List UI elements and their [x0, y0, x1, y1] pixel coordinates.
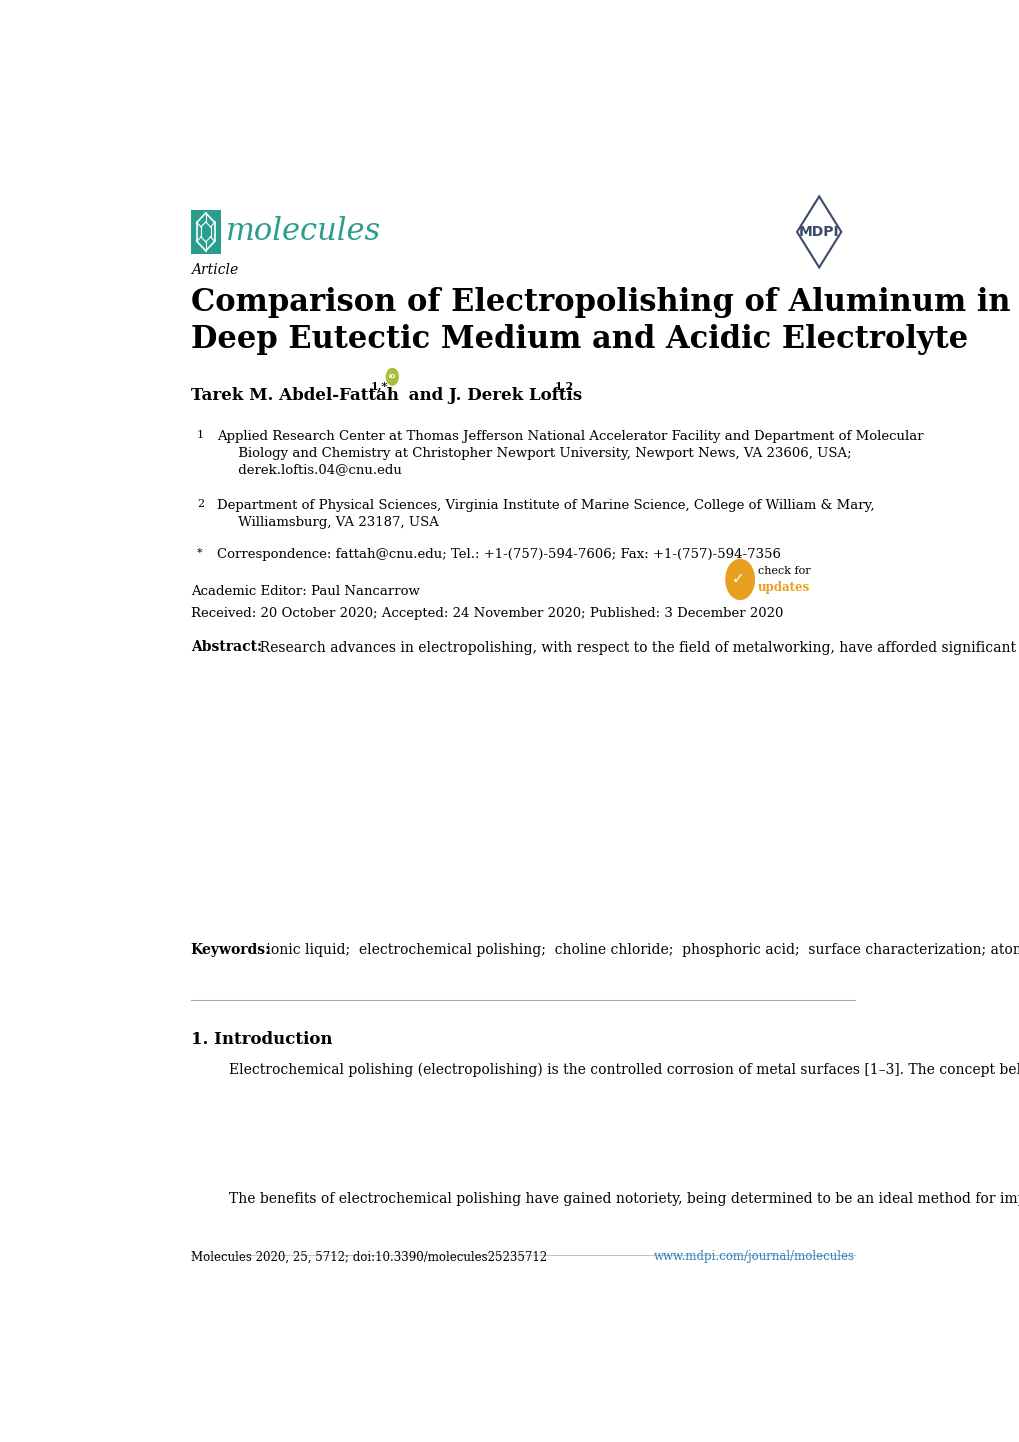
Text: Correspondence: fattah@cnu.edu; Tel.: +1-(757)-594-7606; Fax: +1-(757)-594-7356: Correspondence: fattah@cnu.edu; Tel.: +1…: [217, 548, 781, 561]
Text: Applied Research Center at Thomas Jefferson National Accelerator Facility and De: Applied Research Center at Thomas Jeffer…: [217, 430, 922, 476]
FancyBboxPatch shape: [191, 209, 220, 254]
Text: Keywords:: Keywords:: [191, 943, 271, 956]
Text: Molecules 2020, 25, 5712; doi:10.3390/molecules25235712: Molecules 2020, 25, 5712; doi:10.3390/mo…: [191, 1250, 546, 1263]
Circle shape: [726, 559, 754, 600]
Text: 1: 1: [197, 430, 204, 440]
Text: Comparison of Electropolishing of Aluminum in a
Deep Eutectic Medium and Acidic : Comparison of Electropolishing of Alumin…: [191, 287, 1019, 355]
Text: Research advances in electropolishing, with respect to the field of metalworking: Research advances in electropolishing, w…: [251, 640, 1019, 655]
Text: Article: Article: [191, 262, 237, 277]
Text: ionic liquid;  electrochemical polishing;  choline chloride;  phosphoric acid;  : ionic liquid; electrochemical polishing;…: [262, 943, 1019, 956]
Text: Received: 20 October 2020; Accepted: 24 November 2020; Published: 3 December 202: Received: 20 October 2020; Accepted: 24 …: [191, 607, 783, 620]
Text: MDPI: MDPI: [798, 225, 839, 239]
Text: Abstract:: Abstract:: [191, 640, 262, 655]
Text: www.mdpi.com/journal/molecules: www.mdpi.com/journal/molecules: [653, 1250, 854, 1263]
Text: Department of Physical Sciences, Virginia Institute of Marine Science, College o: Department of Physical Sciences, Virgini…: [217, 499, 873, 529]
Text: check for: check for: [757, 565, 809, 575]
Text: Tarek M. Abdel-Fattah: Tarek M. Abdel-Fattah: [191, 388, 404, 404]
Text: iD: iD: [388, 375, 395, 379]
Text: 1,2: 1,2: [554, 381, 573, 392]
Text: Electrochemical polishing (electropolishing) is the controlled corrosion of meta: Electrochemical polishing (electropolish…: [228, 1063, 1019, 1077]
Text: updates: updates: [757, 581, 809, 594]
Text: 1,*: 1,*: [371, 381, 388, 392]
Text: 1. Introduction: 1. Introduction: [191, 1031, 332, 1048]
Text: 2: 2: [197, 499, 204, 509]
Text: and J. Derek Loftis: and J. Derek Loftis: [403, 388, 587, 404]
Text: ✓: ✓: [731, 571, 744, 585]
Text: *: *: [197, 548, 203, 558]
Text: The benefits of electrochemical polishing have gained notoriety, being determine: The benefits of electrochemical polishin…: [228, 1193, 1019, 1206]
Text: Academic Editor: Paul Nancarrow: Academic Editor: Paul Nancarrow: [191, 585, 419, 598]
Circle shape: [386, 369, 397, 385]
Text: molecules: molecules: [225, 216, 380, 248]
Polygon shape: [796, 196, 841, 267]
